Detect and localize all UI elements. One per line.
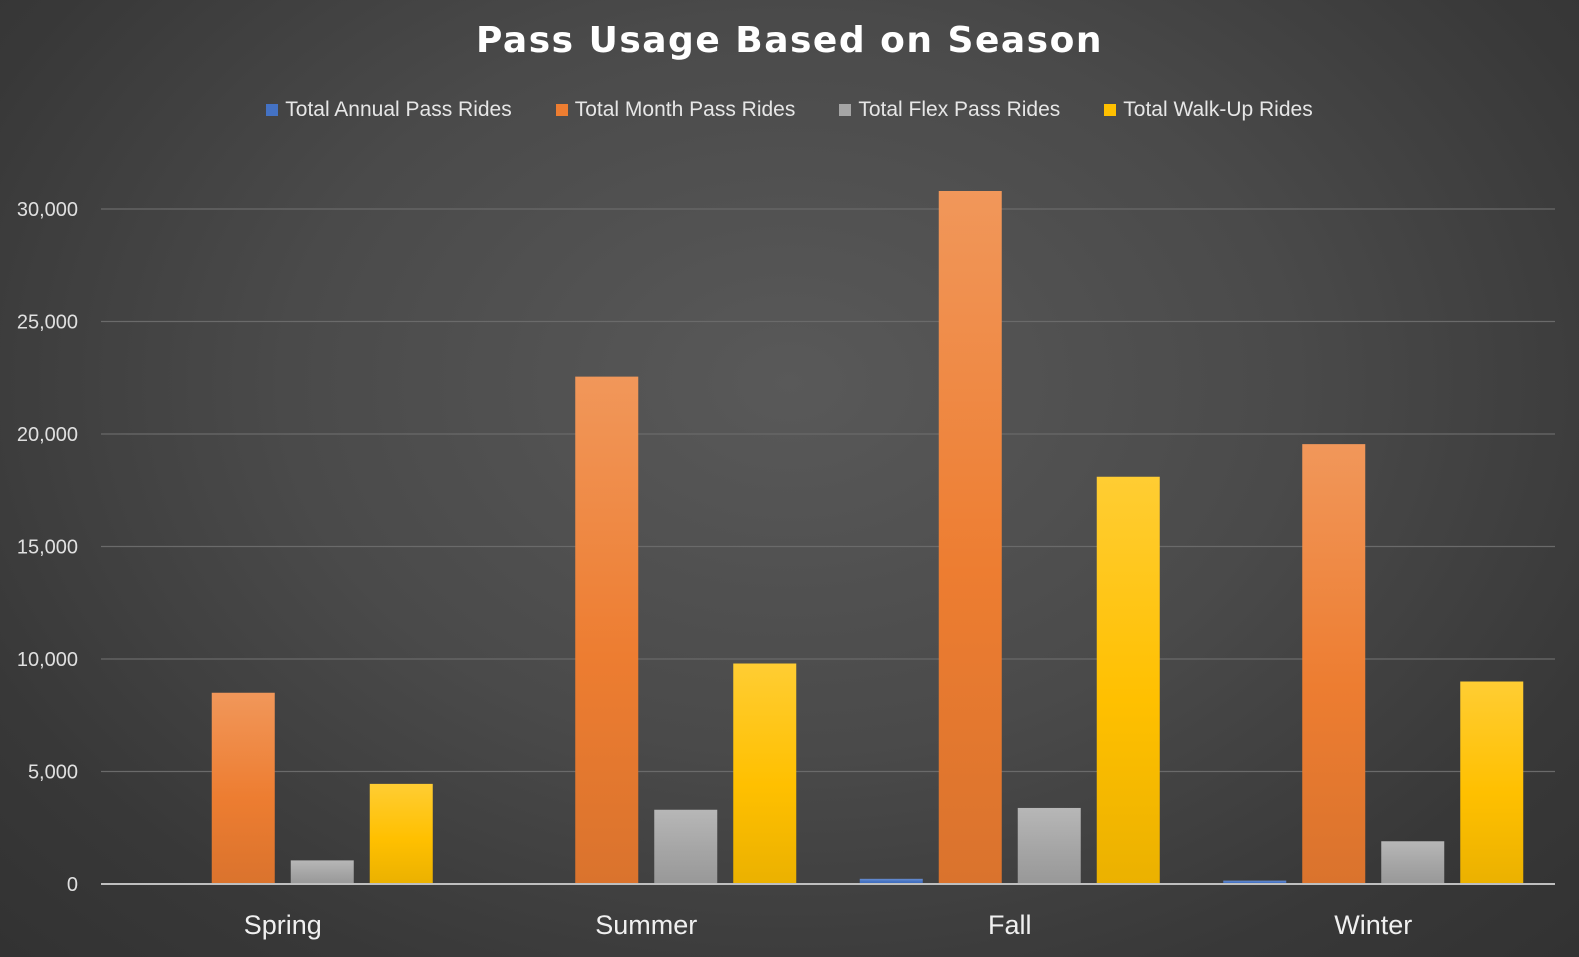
x-category-label: Fall <box>988 910 1032 940</box>
legend-item-flex: Total Flex Pass Rides <box>839 98 1060 122</box>
legend-item-month: Total Month Pass Rides <box>555 98 796 122</box>
x-category-label: Spring <box>244 910 322 940</box>
bar-summer-series-1 <box>575 376 639 884</box>
y-tick-label: 5,000 <box>28 762 78 784</box>
bar-fall-series-0 <box>859 878 923 884</box>
bar-summer-series-3 <box>733 663 797 884</box>
legend-label-month: Total Month Pass Rides <box>574 98 796 121</box>
bar-spring-series-1 <box>211 692 275 884</box>
bar-winter-series-3 <box>1460 681 1524 884</box>
bar-summer-series-2 <box>654 809 718 884</box>
y-axis-ticks: 0 5,000 10,000 15,000 20,000 25,000 30,000 <box>17 199 78 896</box>
chart-legend: Total Annual Pass Rides Total Month Pass… <box>0 98 1579 122</box>
legend-label-flex: Total Flex Pass Rides <box>858 98 1061 121</box>
x-axis-labels: Spring Summer Fall Winter <box>244 910 1413 940</box>
y-tick-label: 30,000 <box>17 199 78 221</box>
y-tick-label: 15,000 <box>17 537 78 559</box>
legend-swatch-month <box>555 104 568 116</box>
legend-swatch-annual <box>266 104 279 116</box>
bars <box>211 191 1524 884</box>
legend-item-walkup: Total Walk-Up Rides <box>1104 98 1313 122</box>
legend-label-annual: Total Annual Pass Rides <box>285 98 512 121</box>
legend-label-walkup: Total Walk-Up Rides <box>1123 98 1313 121</box>
y-tick-label: 20,000 <box>17 424 78 446</box>
bar-winter-series-2 <box>1381 841 1445 884</box>
x-category-label: Winter <box>1334 910 1412 940</box>
y-tick-label: 25,000 <box>17 312 78 334</box>
bar-spring-series-3 <box>369 783 433 884</box>
y-tick-label: 10,000 <box>17 649 78 671</box>
bar-winter-series-1 <box>1302 444 1366 884</box>
x-category-label: Summer <box>595 910 697 940</box>
legend-swatch-walkup <box>1104 104 1117 116</box>
bar-fall-series-3 <box>1096 476 1160 884</box>
bar-spring-series-2 <box>290 860 354 884</box>
legend-swatch-flex <box>839 104 852 116</box>
bar-fall-series-1 <box>938 191 1002 884</box>
legend-item-annual: Total Annual Pass Rides <box>266 98 512 122</box>
y-tick-label: 0 <box>67 874 78 896</box>
bar-fall-series-2 <box>1017 807 1081 884</box>
chart-title: Pass Usage Based on Season <box>476 20 1103 61</box>
bar-winter-series-0 <box>1223 880 1287 884</box>
